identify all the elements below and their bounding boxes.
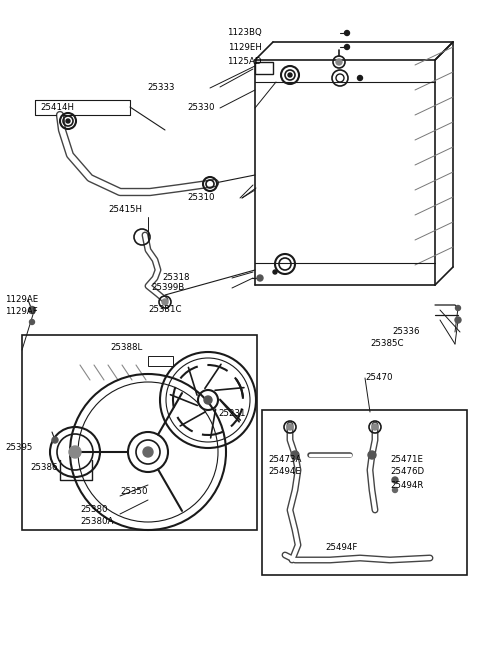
Circle shape xyxy=(204,396,212,404)
Text: 25380: 25380 xyxy=(80,506,108,514)
Text: 25336: 25336 xyxy=(392,328,420,337)
Text: 25476D: 25476D xyxy=(390,468,424,476)
Circle shape xyxy=(455,317,461,323)
Bar xyxy=(22,335,257,530)
Bar xyxy=(255,62,273,74)
Circle shape xyxy=(66,119,70,123)
Circle shape xyxy=(393,487,397,493)
Bar xyxy=(148,356,173,366)
Circle shape xyxy=(291,451,299,459)
Circle shape xyxy=(287,424,293,430)
Text: 25470: 25470 xyxy=(365,373,393,383)
Circle shape xyxy=(288,73,292,77)
Circle shape xyxy=(345,31,349,35)
Text: 25388L: 25388L xyxy=(110,343,142,352)
Circle shape xyxy=(257,275,263,281)
Text: 25331C: 25331C xyxy=(148,305,181,314)
Text: 25471E: 25471E xyxy=(390,455,423,464)
Circle shape xyxy=(456,305,460,310)
Text: 25395: 25395 xyxy=(5,443,32,451)
Text: 25414H: 25414H xyxy=(40,102,74,111)
Circle shape xyxy=(336,59,342,65)
Circle shape xyxy=(52,437,58,443)
Text: 25386: 25386 xyxy=(30,462,58,472)
Text: 25310: 25310 xyxy=(188,193,215,202)
Bar xyxy=(262,410,467,575)
Text: 25399B: 25399B xyxy=(152,284,185,293)
Text: 25231: 25231 xyxy=(218,409,245,417)
Text: 25415H: 25415H xyxy=(108,206,142,214)
Text: 25494R: 25494R xyxy=(390,481,423,489)
Text: 25330: 25330 xyxy=(188,103,215,113)
Circle shape xyxy=(29,320,35,324)
Circle shape xyxy=(162,299,168,305)
Circle shape xyxy=(273,270,277,274)
Text: 1129AE: 1129AE xyxy=(5,295,38,305)
Text: 25333: 25333 xyxy=(147,83,175,92)
Text: 25494F: 25494F xyxy=(325,544,358,553)
Text: 1123BQ: 1123BQ xyxy=(227,29,262,37)
Text: 25385C: 25385C xyxy=(370,339,404,348)
Circle shape xyxy=(345,45,349,50)
Text: 1129AF: 1129AF xyxy=(5,307,38,316)
Circle shape xyxy=(358,75,362,81)
Text: 1129EH: 1129EH xyxy=(228,43,262,52)
Text: 1125AD: 1125AD xyxy=(228,56,262,66)
Text: 25473A: 25473A xyxy=(268,455,301,464)
Circle shape xyxy=(392,477,398,483)
Circle shape xyxy=(69,446,81,458)
Text: 25318: 25318 xyxy=(163,274,190,282)
Text: 25350: 25350 xyxy=(120,487,147,496)
Circle shape xyxy=(372,424,378,430)
Circle shape xyxy=(28,307,36,314)
Text: 25380A: 25380A xyxy=(80,517,113,527)
Text: 25494E: 25494E xyxy=(268,468,301,476)
Circle shape xyxy=(368,451,376,459)
Circle shape xyxy=(143,447,153,457)
